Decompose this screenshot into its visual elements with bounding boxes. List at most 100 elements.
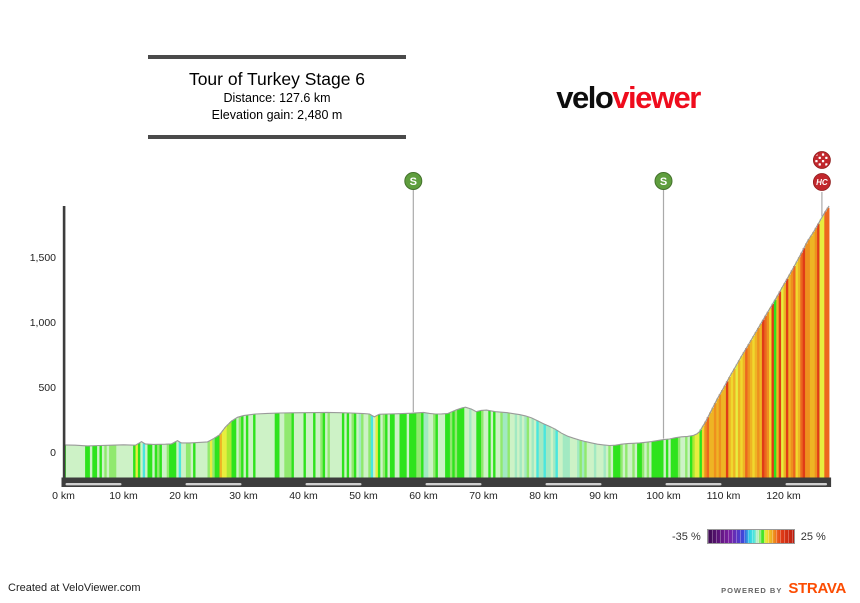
- elevation-bar: [214, 437, 218, 478]
- elevation-bar: [65, 445, 69, 478]
- sprint-marker: S: [404, 172, 423, 413]
- elevation-bar: [538, 421, 542, 478]
- elevation-bar: [589, 442, 592, 478]
- elevation-bar: [411, 413, 415, 478]
- checker-dot: [821, 160, 825, 163]
- elevation-bar: [632, 443, 636, 478]
- logo-part-velo: velo: [556, 80, 614, 115]
- elevation-bar: [728, 377, 732, 478]
- legend-max-label: 25 %: [800, 530, 826, 543]
- elevation-bar: [641, 442, 645, 478]
- sprint-circle: [654, 172, 673, 190]
- x-tick-label: 70 km: [469, 490, 498, 502]
- elevation-bar: [433, 413, 436, 478]
- y-tick-label: 0: [50, 447, 56, 459]
- elevation-bar: [154, 444, 158, 478]
- elevation-bar: [591, 443, 595, 478]
- x-tick-label: 80 km: [529, 490, 558, 502]
- elevation-bar: [766, 311, 770, 478]
- elevation-bar: [363, 413, 367, 478]
- elevation-bar: [651, 441, 655, 478]
- elevation-bar: [339, 412, 343, 478]
- elevation-bar: [82, 445, 86, 478]
- elevation-bar: [497, 411, 501, 478]
- elevation-bar: [685, 436, 688, 478]
- elevation-bar: [250, 414, 254, 478]
- elevation-bar: [298, 412, 302, 478]
- elevation-bar: [457, 409, 460, 478]
- elevation-bar: [267, 413, 271, 478]
- distance-stripe: [665, 483, 722, 486]
- elevation-bar: [536, 420, 540, 478]
- distance-stripe: [785, 483, 828, 486]
- elevation-bar: [793, 266, 796, 478]
- elevation-bar: [233, 418, 237, 478]
- elevation-bar: [730, 372, 734, 478]
- veloviewer-logo: veloviewer: [528, 80, 728, 116]
- x-tick-label: 10 km: [109, 490, 138, 502]
- x-tick-label: 60 km: [409, 490, 438, 502]
- elevation-bar: [675, 437, 679, 478]
- elevation-bar: [344, 412, 348, 478]
- elevation-bar: [305, 412, 309, 478]
- elevation-bar: [255, 413, 259, 478]
- checker-dot: [825, 163, 828, 166]
- elevation-bar: [548, 426, 552, 478]
- elevation-bar: [733, 368, 736, 478]
- distance-stripe: [545, 483, 602, 486]
- elevation-bar: [711, 407, 715, 478]
- elevation-bar: [579, 440, 583, 478]
- x-tick-label: 110 km: [706, 490, 741, 502]
- elevation-bar: [670, 438, 674, 478]
- elevation-bar: [68, 445, 72, 478]
- elevation-bar: [394, 413, 398, 478]
- elevation-bar: [617, 444, 621, 478]
- x-tick-label: 50 km: [349, 490, 378, 502]
- x-tick-label: 40 km: [289, 490, 318, 502]
- elevation-bar: [692, 435, 696, 478]
- elevation-bar: [661, 439, 664, 478]
- elevation-bar: [375, 415, 379, 478]
- elevation-bar: [104, 445, 108, 478]
- elevation-bar: [274, 413, 278, 478]
- elevation-bar: [485, 410, 489, 478]
- elevation-bar: [428, 413, 432, 478]
- y-tick-label: 1,000: [29, 317, 56, 329]
- elevation-bar: [113, 445, 117, 478]
- elevation-bar: [569, 437, 573, 478]
- elevation-bar: [241, 415, 244, 478]
- elevation-bar: [248, 414, 252, 478]
- elevation-bar: [555, 430, 559, 478]
- elevation-bar: [322, 412, 326, 478]
- elevation-bar: [596, 444, 600, 478]
- elevation-bar: [565, 435, 568, 478]
- elevation-bar: [171, 443, 175, 478]
- elevation-bar: [101, 445, 105, 478]
- elevation-bar: [181, 442, 184, 478]
- elevation-bar: [452, 411, 456, 478]
- elevation-bar: [466, 407, 470, 478]
- elevation-bar: [706, 417, 710, 478]
- elevation-bar: [634, 443, 638, 478]
- elevation-bar: [517, 414, 520, 478]
- elevation-bar: [701, 425, 705, 478]
- elevation-bar: [526, 416, 530, 478]
- elevation-bar: [550, 427, 554, 478]
- elevation-bar: [713, 403, 717, 478]
- legend-min-label: -35 %: [672, 530, 701, 543]
- elevation-bar: [572, 438, 576, 478]
- elevation-bar: [809, 235, 813, 478]
- elevation-bar: [121, 444, 124, 478]
- elevation-bar: [116, 445, 120, 478]
- elevation-bar: [826, 207, 830, 478]
- elevation-bar: [118, 444, 122, 478]
- distance-stripe: [185, 483, 242, 486]
- elevation-bar: [639, 442, 643, 478]
- elevation-bar: [164, 444, 168, 478]
- checker-dot: [815, 160, 818, 163]
- elevation-bar: [269, 413, 273, 478]
- elevation-bar: [797, 257, 801, 478]
- elevation-bar: [229, 422, 232, 478]
- elevation-bar: [224, 427, 228, 478]
- elevation-bar: [505, 412, 508, 478]
